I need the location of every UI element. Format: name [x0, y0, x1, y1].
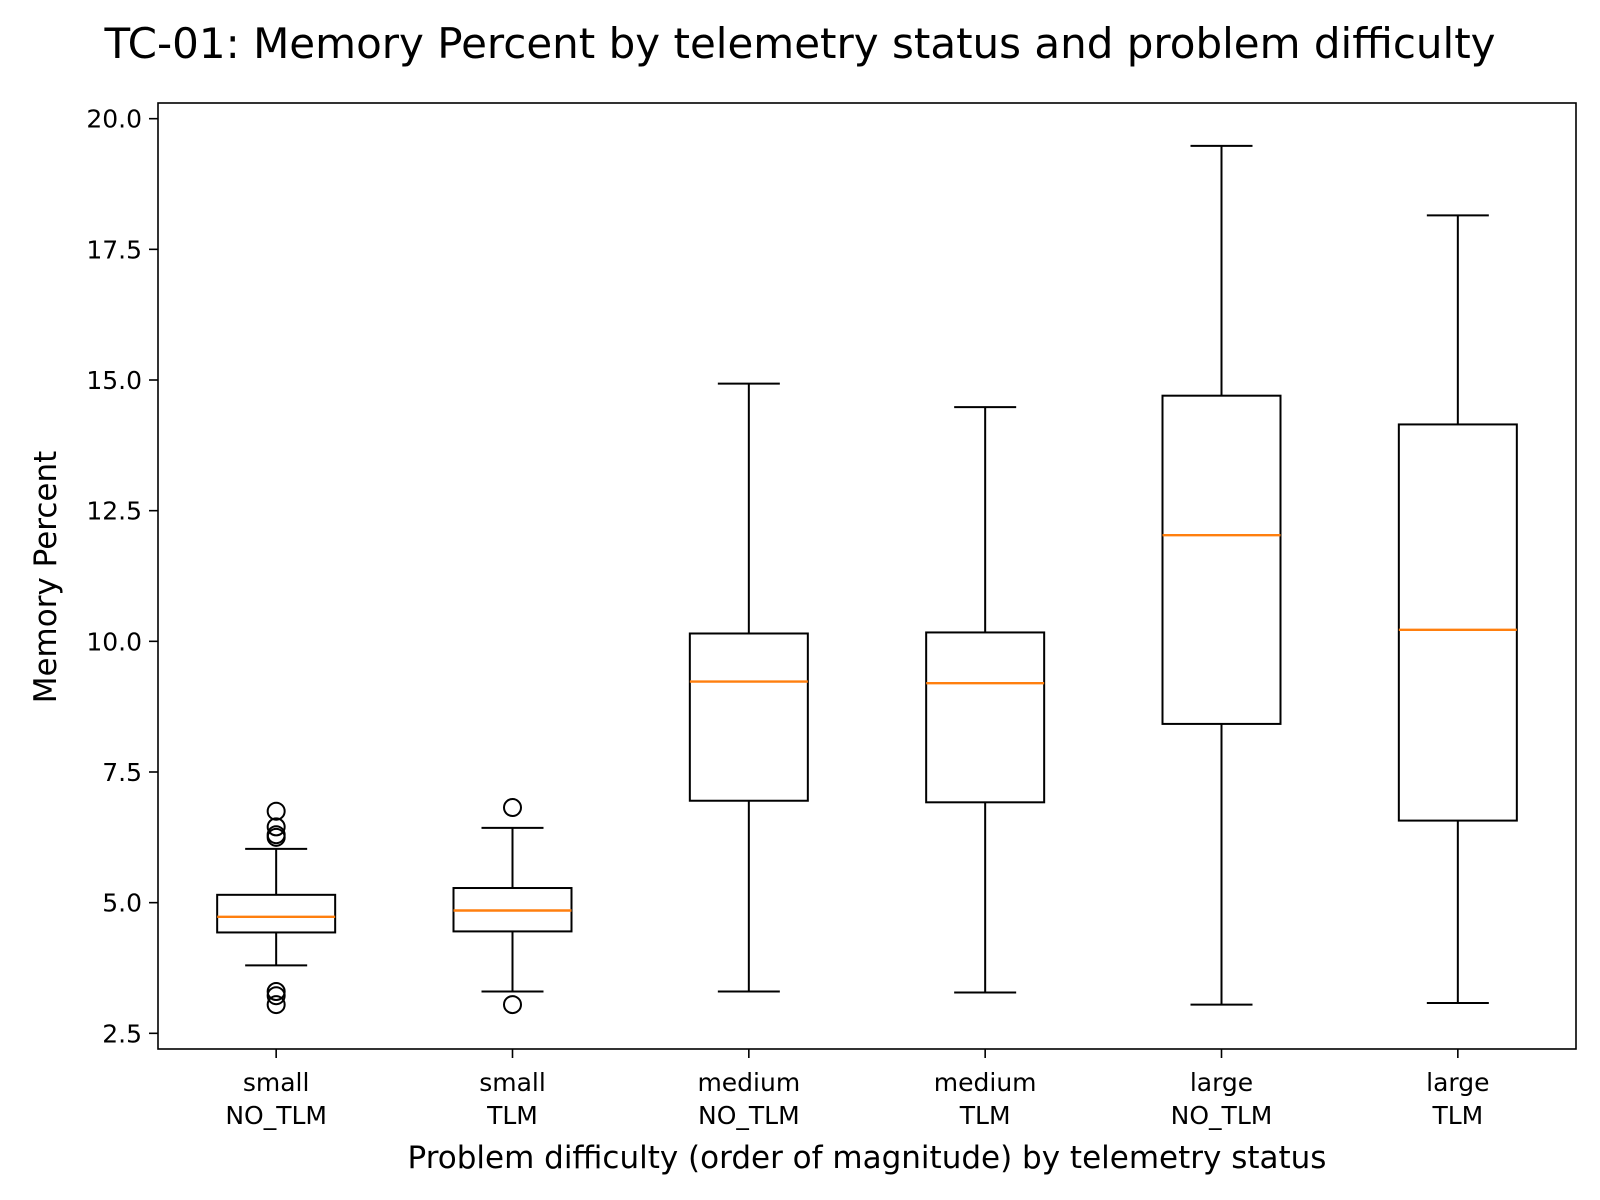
box-1 — [216, 801, 337, 1015]
box-6 — [1397, 214, 1518, 1005]
x-tick-label-line1: medium — [697, 1068, 800, 1097]
outlier-point — [266, 827, 286, 847]
outlier-point — [266, 986, 286, 1006]
plot-area — [157, 102, 1577, 1050]
outlier-point — [266, 801, 286, 821]
x-tick-label-line2: TLM — [959, 1101, 1011, 1130]
outlier-point — [503, 995, 522, 1015]
y-tick-label: 12.5 — [86, 497, 142, 526]
box-iqr — [925, 631, 1046, 804]
x-tick-label-line1: large — [1190, 1068, 1253, 1097]
y-tick-label: 10.0 — [86, 627, 142, 656]
box-5 — [1161, 144, 1282, 1006]
box-2 — [452, 798, 573, 1015]
y-axis-label: Memory Percent — [28, 451, 64, 704]
box-iqr — [1397, 423, 1518, 822]
outlier-point — [266, 995, 286, 1015]
y-tick-label: 20.0 — [86, 105, 142, 134]
x-tick-label-line1: small — [243, 1068, 310, 1097]
x-tick-label-line1: small — [479, 1068, 546, 1097]
x-tick-label-line2: NO_TLM — [698, 1101, 800, 1130]
y-tick-label: 5.0 — [102, 889, 142, 918]
box-iqr — [216, 893, 337, 934]
box-3 — [688, 382, 809, 993]
x-tick-label-line2: NO_TLM — [225, 1101, 327, 1130]
box-4 — [925, 406, 1046, 994]
x-axis: small NO_TLM small TLM medium NO_TLM medium TLM… — [225, 1049, 1490, 1130]
y-tick-label: 17.5 — [86, 235, 142, 264]
box-iqr — [1161, 394, 1282, 725]
outlier-point — [503, 798, 522, 818]
x-tick-label-line1: medium — [934, 1068, 1037, 1097]
x-tick-label-line2: TLM — [486, 1101, 538, 1130]
outlier-point — [266, 817, 286, 837]
x-tick-label-line2: NO_TLM — [1171, 1101, 1273, 1130]
y-tick-label: 7.5 — [102, 758, 142, 787]
box-series — [216, 144, 1518, 1015]
y-axis: 2.5 5.0 7.5 10.0 12.5 15.0 17.5 20.0 — [86, 105, 158, 1048]
box-iqr — [688, 632, 809, 802]
chart-title: TC-01: Memory Percent by telemetry statu… — [103, 19, 1495, 68]
x-tick-label-line1: large — [1426, 1068, 1489, 1097]
x-tick-label-line2: TLM — [1431, 1101, 1483, 1130]
x-axis-label: Problem difficulty (order of magnitude) … — [408, 1140, 1327, 1176]
y-tick-label: 15.0 — [86, 366, 142, 395]
y-tick-label: 2.5 — [102, 1019, 142, 1048]
